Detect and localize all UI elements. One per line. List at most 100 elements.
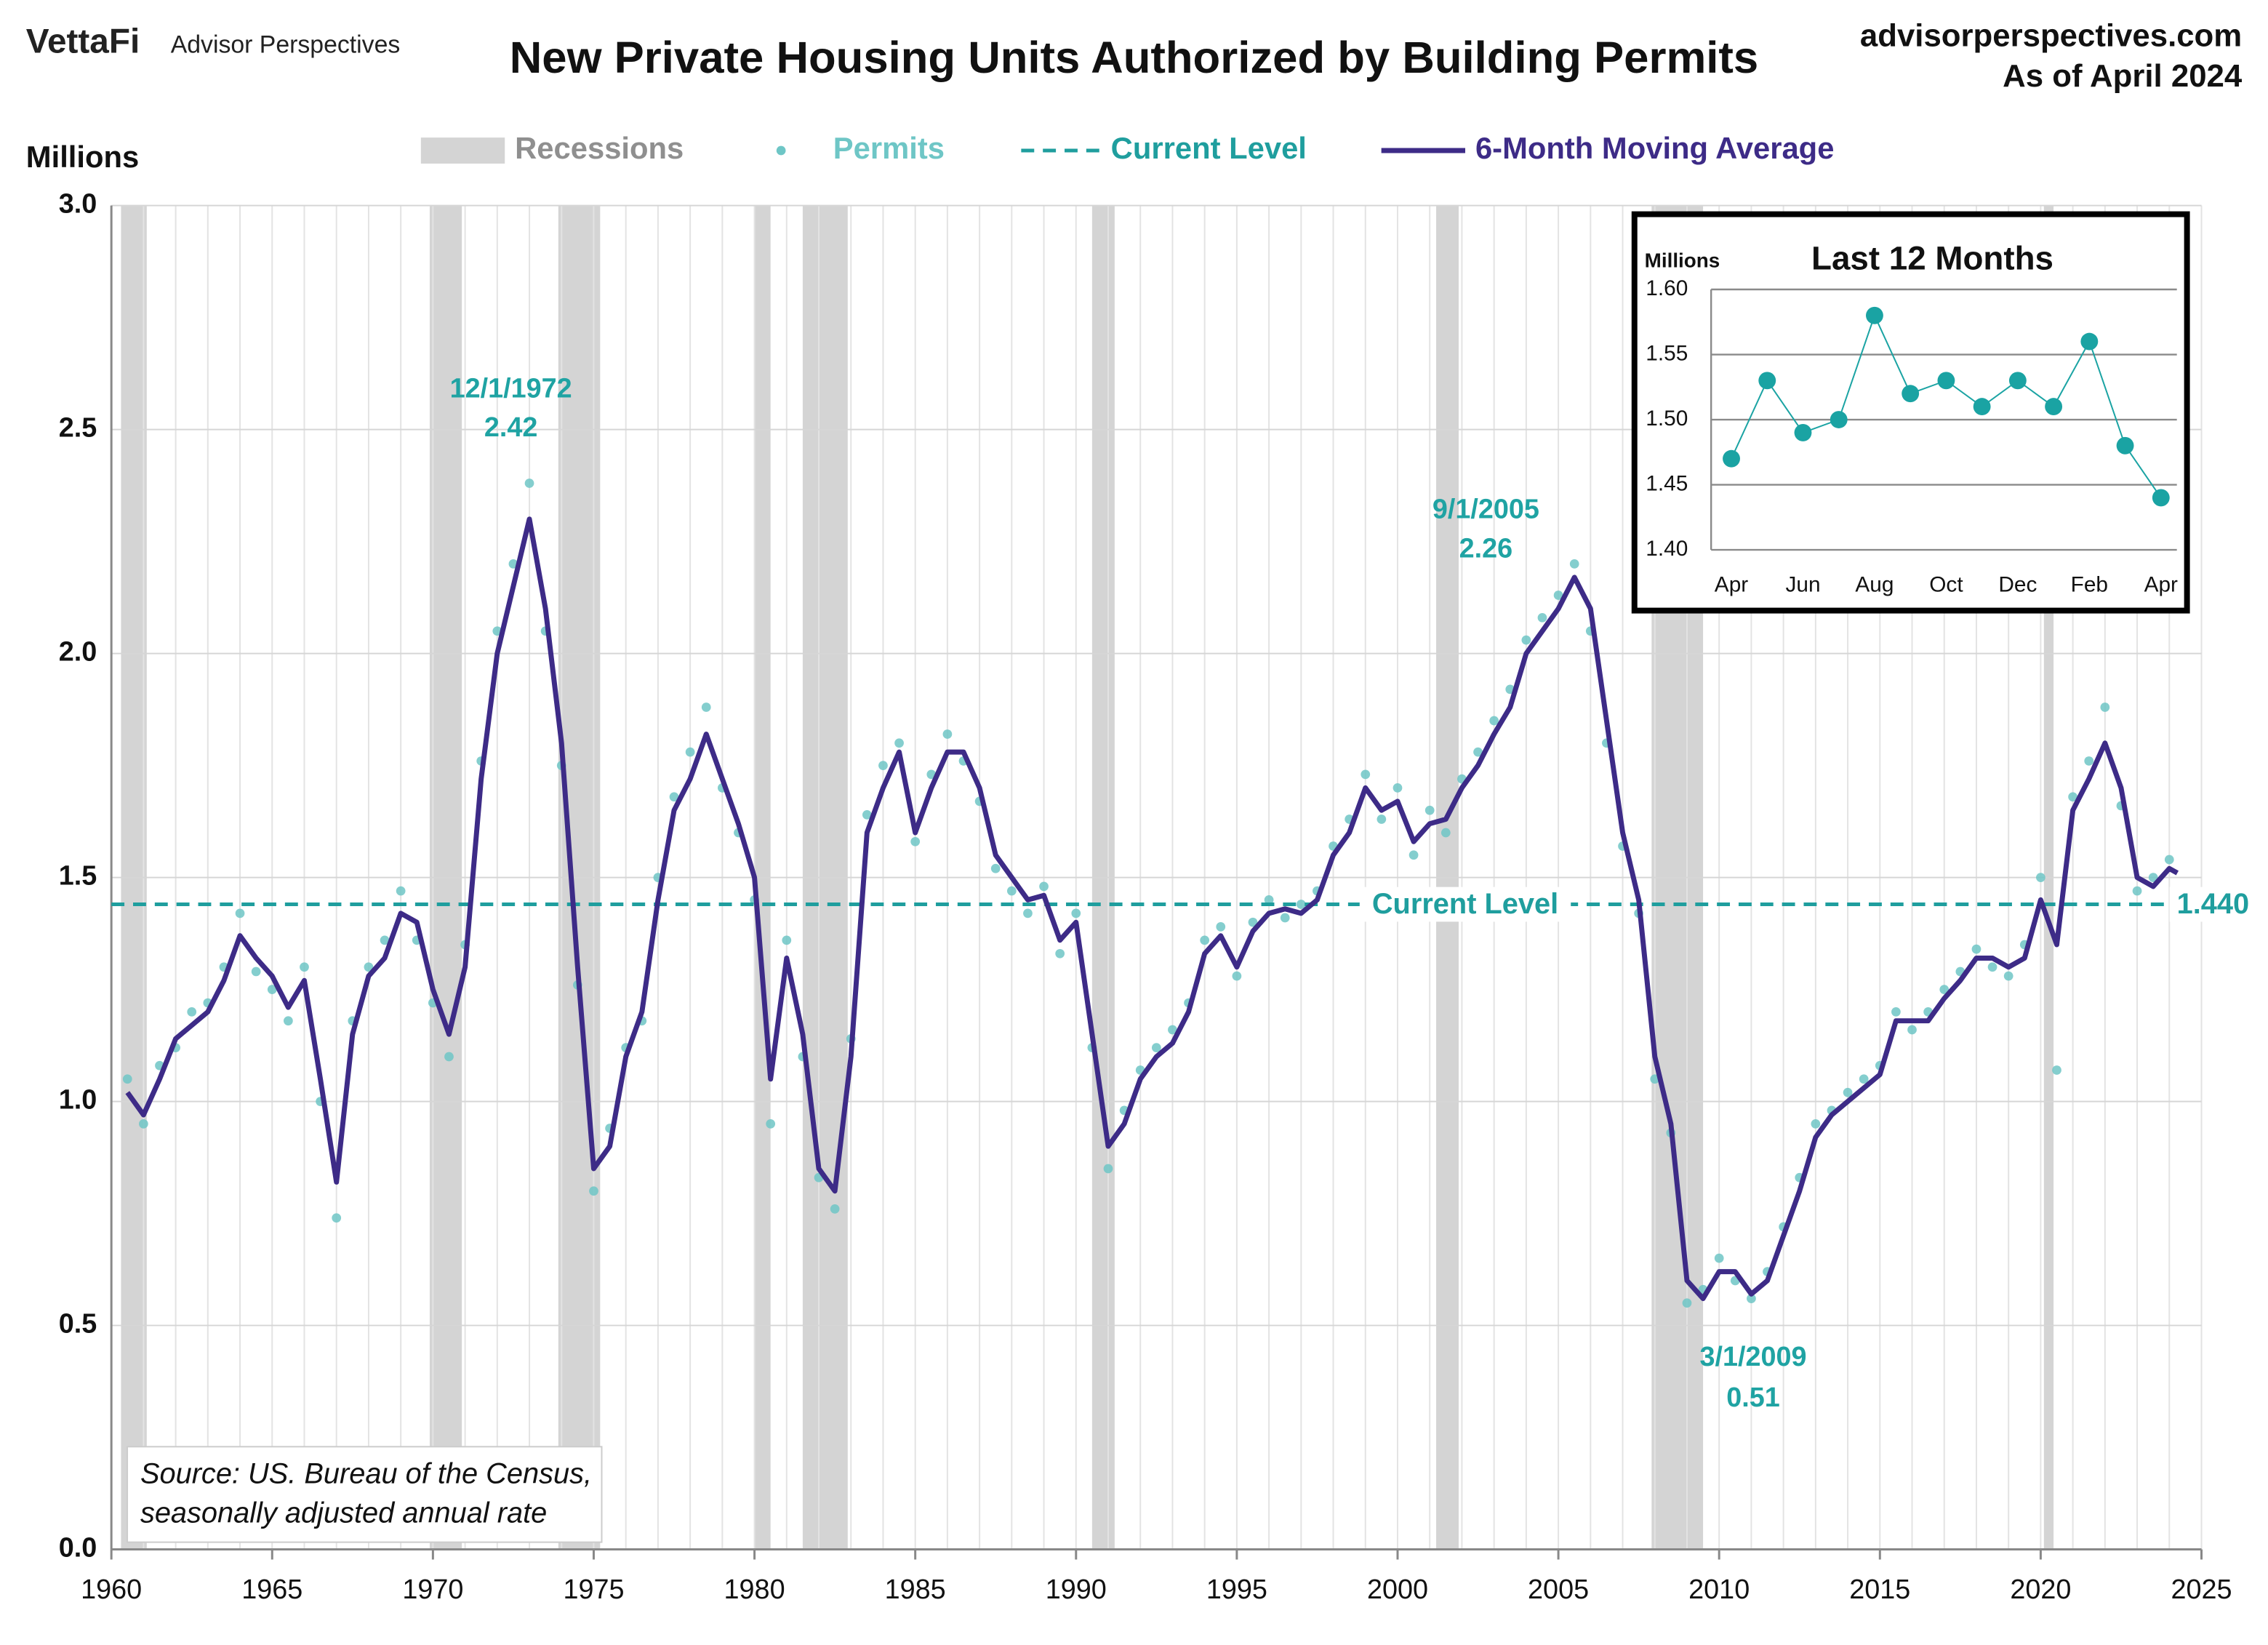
permit-dot [235, 908, 245, 918]
x-tick-label: 2005 [1528, 1574, 1589, 1605]
inset-x-tick-label: Dec [1998, 573, 2037, 597]
inset-dot [2008, 372, 2027, 390]
brand: VettaFi [26, 22, 140, 60]
permit-dot [1023, 908, 1033, 918]
permit-dot [1891, 1007, 1901, 1017]
inset-x-tick-label: Oct [1929, 573, 1963, 597]
permit-dot [1393, 783, 1403, 793]
permit-dot [1714, 1253, 1724, 1263]
legend-label: 6-Month Moving Average [1475, 131, 1834, 165]
permit-dot [2036, 873, 2045, 882]
inset-x-tick-label: Aug [1855, 573, 1894, 597]
inset-y-tick-label: 1.60 [1646, 276, 1688, 300]
inset-y-tick-label: 1.45 [1646, 471, 1688, 495]
inset-y-tick-label: 1.40 [1646, 537, 1688, 561]
current-level-value: 1.440 [2177, 888, 2250, 920]
permit-dot [1553, 591, 1563, 600]
x-tick-label: 2000 [1367, 1574, 1428, 1605]
permit-dot [2003, 971, 2013, 981]
permit-dot [2068, 792, 2077, 802]
permit-dot [139, 1119, 148, 1129]
permit-dot [1907, 1025, 1917, 1035]
permit-dot [267, 985, 277, 994]
permit-dot [300, 962, 309, 972]
permit-dot [1569, 559, 1579, 569]
permit-dot [766, 1119, 776, 1129]
x-tick-label: 2020 [2010, 1574, 2071, 1605]
inset-x-tick-label: Jun [1785, 573, 1820, 597]
permit-dot [782, 935, 792, 945]
permit-dot [524, 479, 534, 488]
annotation-date: 3/1/2009 [1699, 1342, 1806, 1372]
current-level-label-bg [1359, 886, 1571, 922]
legend-dot [776, 145, 786, 156]
permit-dot [1682, 1298, 1692, 1308]
permit-dot [332, 1213, 342, 1223]
inset-box [1631, 211, 2190, 614]
inset-y-tick-label: 1.50 [1646, 407, 1688, 431]
y-tick-label: 1.5 [59, 861, 97, 892]
x-tick-label: 2025 [2171, 1574, 2232, 1605]
x-tick-label: 2010 [1688, 1574, 1750, 1605]
inset-dot [1937, 372, 1955, 390]
brand-sub: Advisor Perspectives [171, 31, 401, 59]
y-tick-label: 3.0 [59, 189, 97, 220]
permit-dot [380, 935, 390, 945]
permit-dot [862, 809, 872, 820]
legend-label: Permits [833, 131, 945, 165]
inset-dot [1830, 411, 1848, 428]
permit-dot [1859, 1074, 1869, 1084]
permit-dot [2132, 886, 2142, 896]
current-level-label: Current Level [1372, 888, 1558, 920]
permit-dot [910, 836, 921, 846]
permit-dot [1747, 1294, 1756, 1303]
x-tick-label: 1990 [1046, 1574, 1107, 1605]
permit-dot [2052, 1065, 2061, 1075]
y-tick-label: 1.0 [59, 1085, 97, 1116]
permit-dot [1971, 944, 1982, 954]
current-level-value-bg [2169, 886, 2260, 922]
permit-dot [1280, 913, 1290, 923]
annotation-value: 2.26 [1459, 533, 1513, 564]
permit-dot [1987, 962, 1997, 972]
permit-dot [1151, 1043, 1161, 1053]
permit-dot [1377, 815, 1387, 824]
inset-dot [1723, 449, 1740, 468]
permit-dot [1521, 635, 1531, 645]
inset-dot [1973, 398, 1991, 416]
permit-dot [1424, 805, 1435, 815]
inset-y-label: Millions [1645, 249, 1720, 272]
permit-dot [942, 729, 953, 739]
permit-dot [444, 1052, 454, 1062]
note-box [127, 1446, 603, 1543]
permit-dot [1361, 769, 1371, 780]
permit-dot [685, 747, 695, 757]
x-tick-label: 1995 [1206, 1574, 1267, 1605]
permit-dot [251, 966, 261, 977]
site: advisorperspectives.com [1860, 17, 2242, 53]
x-tick-label: 1970 [402, 1574, 463, 1605]
permit-dot [1811, 1119, 1821, 1129]
permit-dot [2148, 873, 2158, 882]
permit-dot [396, 886, 406, 896]
inset-dot [1902, 385, 1920, 403]
y-tick-label: 0.0 [59, 1533, 97, 1564]
inset-x-tick-label: Apr [1715, 573, 1748, 597]
permit-dot [1440, 828, 1451, 838]
permit-dot [1006, 886, 1017, 896]
permit-dot [1264, 895, 1274, 905]
x-tick-label: 1975 [563, 1574, 624, 1605]
permit-dot [284, 1016, 293, 1026]
permit-dot [1168, 1025, 1177, 1035]
y-tick-label: 2.5 [59, 413, 97, 444]
chart-title: New Private Housing Units Authorized by … [510, 33, 1758, 83]
inset-x-tick-label: Apr [2144, 573, 2178, 597]
permit-dot [1055, 948, 1065, 958]
permit-dot [1939, 985, 1950, 994]
annotation-date: 9/1/2005 [1432, 495, 1539, 525]
annotation-value: 2.42 [484, 412, 538, 443]
permit-dot [2084, 756, 2094, 766]
annotation-value: 0.51 [1726, 1382, 1780, 1413]
